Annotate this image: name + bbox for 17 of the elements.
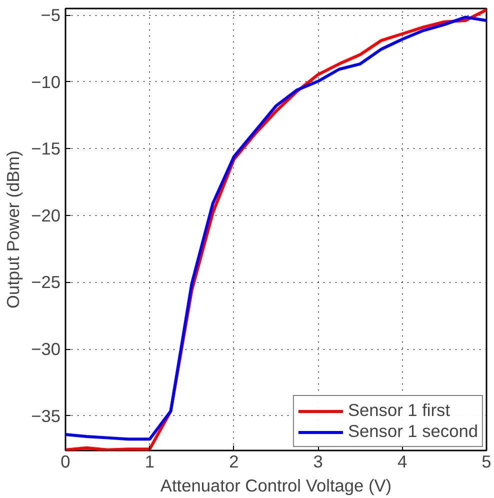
y-axis-title: Output Power (dBm)	[3, 150, 24, 308]
y-tick-label: −10	[31, 72, 61, 92]
y-tick-label: −25	[31, 272, 61, 292]
y-tick-label: −30	[31, 339, 61, 360]
y-tick-label: −20	[31, 205, 61, 226]
y-tick-label: −5	[40, 5, 61, 26]
x-tick-label: 1	[144, 452, 155, 472]
x-tick-label: 4	[397, 452, 408, 472]
y-tick-label: −15	[31, 138, 61, 159]
legend-label: Sensor 1 first	[348, 400, 450, 421]
x-tick-label: 0	[60, 452, 70, 472]
x-tick-label: 5	[482, 452, 492, 472]
y-tick-label: −35	[31, 406, 61, 426]
x-tick-label: 3	[313, 452, 323, 472]
x-axis-title: Attenuator Control Voltage (V)	[160, 476, 392, 496]
legend-label: Sensor 1 second	[348, 421, 478, 442]
x-tick-label: 2	[229, 452, 239, 472]
